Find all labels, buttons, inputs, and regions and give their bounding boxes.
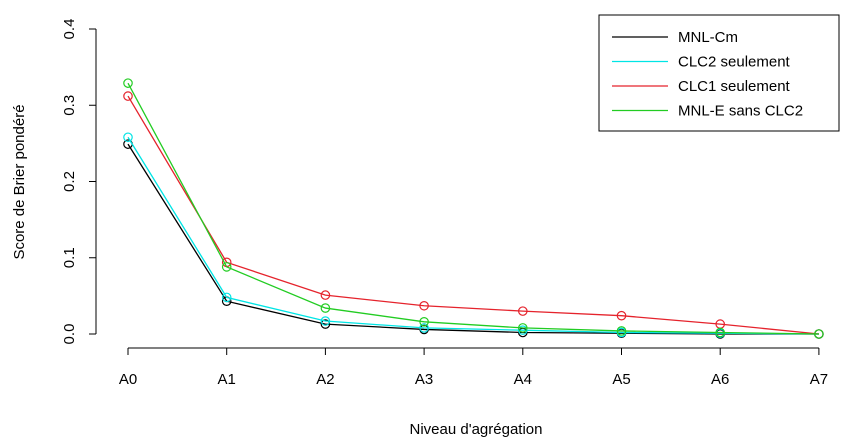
legend-label: MNL-E sans CLC2 [678,103,803,120]
data-point [616,326,627,336]
series-group [123,132,824,339]
data-point [320,290,331,300]
x-tick-label: A7 [810,371,828,388]
data-point [221,262,232,272]
data-point [320,316,331,326]
y-tick-label: 0.2 [61,171,78,192]
legend-item: CLC1 seulement [612,78,791,95]
data-point [320,319,331,329]
chart-axes: 0.0 0.1 0.2 0.3 0.4 A0 A1 A2 A3 A4 A5 A6 A7 [61,19,828,388]
data-point [123,91,133,101]
data-point [616,310,627,321]
x-tick-label: A3 [415,371,433,388]
data-point [419,300,429,311]
x-tick-label: A1 [218,371,236,388]
y-tick-label: 0.0 [61,324,78,345]
legend-box [598,14,840,132]
legend-label: MNL-Cm [678,29,738,46]
data-point [517,323,528,333]
legend-item: MNL-E sans CLC2 [612,103,803,120]
data-point [715,327,725,338]
x-axis-title: Niveau d'agrégation [410,421,543,438]
legend-item: CLC2 seulement [612,54,791,71]
series-line [127,82,819,335]
x-tick-label: A5 [612,371,630,388]
data-point [123,78,133,88]
x-tick-label: A0 [119,371,137,388]
data-point [517,306,528,316]
legend: MNL-Cm CLC2 seulement CLC1 seulement MNL-E … [598,14,840,132]
data-point [221,292,232,303]
chart-series [123,78,824,339]
data-point [814,329,824,339]
data-point [123,132,133,143]
y-tick-label: 0.4 [61,19,78,40]
data-point [320,303,331,313]
y-axis-title: Score de Brier pondéré [11,104,28,259]
series-line [127,143,819,335]
y-tick-label: 0.3 [61,95,78,116]
x-tick-label: A6 [711,371,729,388]
x-tick-label: A4 [514,371,532,388]
series-line [127,136,819,335]
series-line [127,95,819,335]
x-tick-label: A2 [316,371,334,388]
data-point [419,316,429,327]
series-group [123,78,824,339]
y-tick-label: 0.1 [61,247,78,268]
legend-label: CLC1 seulement [678,78,791,95]
data-point [419,323,429,333]
legend-label: CLC2 seulement [678,54,791,71]
legend-item: MNL-Cm [612,29,738,46]
